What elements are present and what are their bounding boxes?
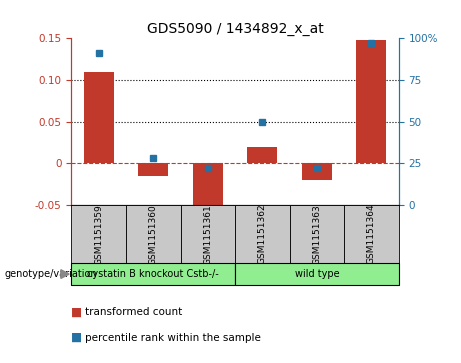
Text: genotype/variation: genotype/variation — [5, 269, 97, 279]
Text: GSM1151360: GSM1151360 — [149, 204, 158, 265]
Text: GSM1151359: GSM1151359 — [94, 204, 103, 265]
Text: ■: ■ — [71, 306, 83, 319]
Polygon shape — [61, 270, 69, 278]
Bar — [235, 205, 290, 263]
Bar — [235, 263, 399, 285]
Text: percentile rank within the sample: percentile rank within the sample — [85, 333, 261, 343]
Bar — [71, 205, 126, 263]
Text: GSM1151361: GSM1151361 — [203, 204, 213, 265]
Bar — [84, 72, 114, 163]
Text: ■: ■ — [71, 331, 83, 344]
Bar — [138, 163, 168, 176]
Text: transformed count: transformed count — [85, 307, 183, 317]
Title: GDS5090 / 1434892_x_at: GDS5090 / 1434892_x_at — [147, 22, 324, 36]
Text: GSM1151364: GSM1151364 — [367, 204, 376, 265]
Bar — [193, 163, 223, 209]
Bar — [126, 205, 181, 263]
Bar — [71, 263, 235, 285]
Text: wild type: wild type — [295, 269, 339, 279]
Text: cystatin B knockout Cstb-/-: cystatin B knockout Cstb-/- — [88, 269, 219, 279]
Bar — [181, 205, 235, 263]
Bar — [356, 40, 386, 163]
Text: GSM1151363: GSM1151363 — [313, 204, 321, 265]
Bar — [302, 163, 332, 180]
Bar — [290, 205, 344, 263]
Bar — [344, 205, 399, 263]
Text: GSM1151362: GSM1151362 — [258, 204, 267, 265]
Bar — [248, 147, 278, 163]
